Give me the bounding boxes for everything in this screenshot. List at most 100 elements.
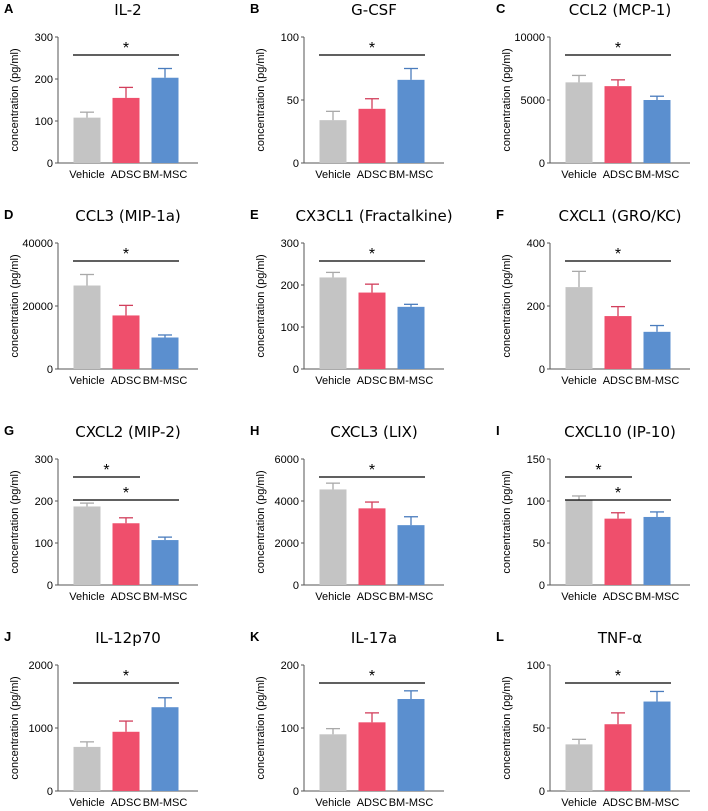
y-axis-label: concentration (pg/ml) [255, 676, 267, 779]
panel-title: CX3CL1 (Fractalkine) [295, 207, 452, 225]
bar-vehicle [319, 489, 347, 585]
panel-title: CCL3 (MIP-1a) [75, 207, 181, 225]
x-tick-label: ADSC [111, 591, 142, 603]
y-axis-label: concentration (pg/ml) [501, 48, 513, 151]
y-tick-label: 0 [47, 786, 53, 798]
panel-title: CXCL1 (GRO/KC) [559, 207, 682, 225]
bar-adsc [604, 724, 632, 791]
y-tick-label: 50 [287, 95, 299, 107]
x-tick-label: BM-MSC [635, 591, 680, 603]
x-tick-label: Vehicle [561, 591, 596, 603]
y-tick-label: 6000 [275, 454, 299, 466]
bar-vehicle [319, 277, 347, 369]
bar-vehicle [565, 287, 593, 369]
y-tick-label: 400 [527, 238, 545, 250]
y-axis-label: concentration (pg/ml) [255, 254, 267, 357]
panel-title: CXCL3 (LIX) [330, 423, 418, 441]
chart-panel-d: D CCL3 (MIP-1a) concentration (pg/ml) 0 2000… [4, 207, 198, 387]
y-tick-label: 0 [293, 580, 299, 592]
y-axis-label: concentration (pg/ml) [255, 470, 267, 573]
x-tick-label: BM-MSC [143, 169, 188, 181]
x-tick-label: BM-MSC [143, 591, 188, 603]
x-tick-label: Vehicle [315, 169, 350, 181]
y-tick-label: 100 [35, 538, 53, 550]
x-tick-label: Vehicle [315, 591, 350, 603]
chart-panel-l: L TNF-α concentration (pg/ml) 0 50 100 Vehicle… [496, 629, 690, 809]
bar-bm-msc [643, 100, 671, 163]
panel-title: CCL2 (MCP-1) [569, 1, 671, 19]
y-tick-label: 300 [35, 32, 53, 44]
bar-bm-msc [151, 707, 179, 791]
y-tick-label: 200 [35, 74, 53, 86]
x-tick-label: BM-MSC [389, 169, 434, 181]
y-axis-label: concentration (pg/ml) [9, 254, 21, 357]
x-tick-label: ADSC [111, 797, 142, 809]
y-tick-label: 1000 [29, 723, 53, 735]
y-tick-label: 100 [527, 496, 545, 508]
chart-panel-e: E CX3CL1 (Fractalkine) concentration (pg/m… [250, 207, 453, 387]
panel-letter: F [496, 207, 504, 222]
y-tick-label: 0 [47, 580, 53, 592]
y-tick-label: 10000 [514, 32, 545, 44]
bar-vehicle [73, 117, 101, 163]
y-tick-label: 40000 [22, 238, 53, 250]
x-tick-label: Vehicle [561, 375, 596, 387]
y-tick-label: 4000 [275, 496, 299, 508]
chart-panel-c: C CCL2 (MCP-1) concentration (pg/ml) 0 5000 1… [496, 1, 690, 181]
bar-adsc [358, 108, 386, 163]
bar-bm-msc [151, 77, 179, 163]
panel-title: IL-12p70 [95, 629, 161, 647]
significance-star: * [123, 246, 129, 263]
x-tick-label: ADSC [603, 375, 634, 387]
y-tick-label: 200 [527, 301, 545, 313]
panel-title: G-CSF [351, 1, 397, 19]
y-tick-label: 0 [539, 158, 545, 170]
y-tick-label: 50 [533, 723, 545, 735]
bar-vehicle [73, 746, 101, 791]
bar-bm-msc [397, 699, 425, 791]
bar-bm-msc [397, 306, 425, 369]
y-tick-label: 0 [539, 364, 545, 376]
bar-vehicle [73, 506, 101, 585]
chart-panel-g: G CXCL2 (MIP-2) concentration (pg/ml) 0 100 2… [4, 423, 198, 603]
significance-star: * [615, 40, 621, 57]
bar-vehicle [73, 285, 101, 369]
y-tick-label: 200 [281, 660, 299, 672]
x-tick-label: BM-MSC [143, 375, 188, 387]
chart-panel-f: F CXCL1 (GRO/KC) concentration (pg/ml) 0 200… [496, 207, 690, 387]
panel-letter: G [4, 423, 14, 438]
chart-panel-j: J IL-12p70 concentration (pg/ml) 0 1000 2000 V… [4, 629, 198, 809]
bar-bm-msc [397, 79, 425, 163]
x-tick-label: Vehicle [69, 591, 104, 603]
x-tick-label: BM-MSC [389, 797, 434, 809]
panel-letter: C [496, 1, 506, 16]
y-tick-label: 5000 [521, 95, 545, 107]
significance-star: * [123, 485, 129, 502]
bar-bm-msc [643, 701, 671, 791]
bar-adsc [358, 722, 386, 791]
significance-star: * [123, 668, 129, 685]
bar-bm-msc [151, 540, 179, 585]
x-tick-label: ADSC [357, 169, 388, 181]
y-tick-label: 0 [293, 786, 299, 798]
x-tick-label: BM-MSC [635, 169, 680, 181]
y-tick-label: 0 [293, 158, 299, 170]
bar-vehicle [565, 82, 593, 163]
y-tick-label: 300 [35, 454, 53, 466]
x-tick-label: Vehicle [315, 375, 350, 387]
bar-adsc [112, 97, 140, 163]
y-tick-label: 200 [281, 280, 299, 292]
x-tick-label: BM-MSC [389, 375, 434, 387]
y-tick-label: 50 [533, 538, 545, 550]
bar-adsc [604, 316, 632, 369]
x-tick-label: ADSC [603, 797, 634, 809]
x-tick-label: Vehicle [69, 797, 104, 809]
significance-star: * [615, 668, 621, 685]
panel-letter: D [4, 207, 13, 222]
x-tick-label: Vehicle [561, 169, 596, 181]
bar-vehicle [319, 120, 347, 163]
bar-adsc [112, 315, 140, 369]
y-axis-label: concentration (pg/ml) [501, 254, 513, 357]
panel-title: CXCL2 (MIP-2) [75, 423, 181, 441]
y-tick-label: 0 [539, 580, 545, 592]
